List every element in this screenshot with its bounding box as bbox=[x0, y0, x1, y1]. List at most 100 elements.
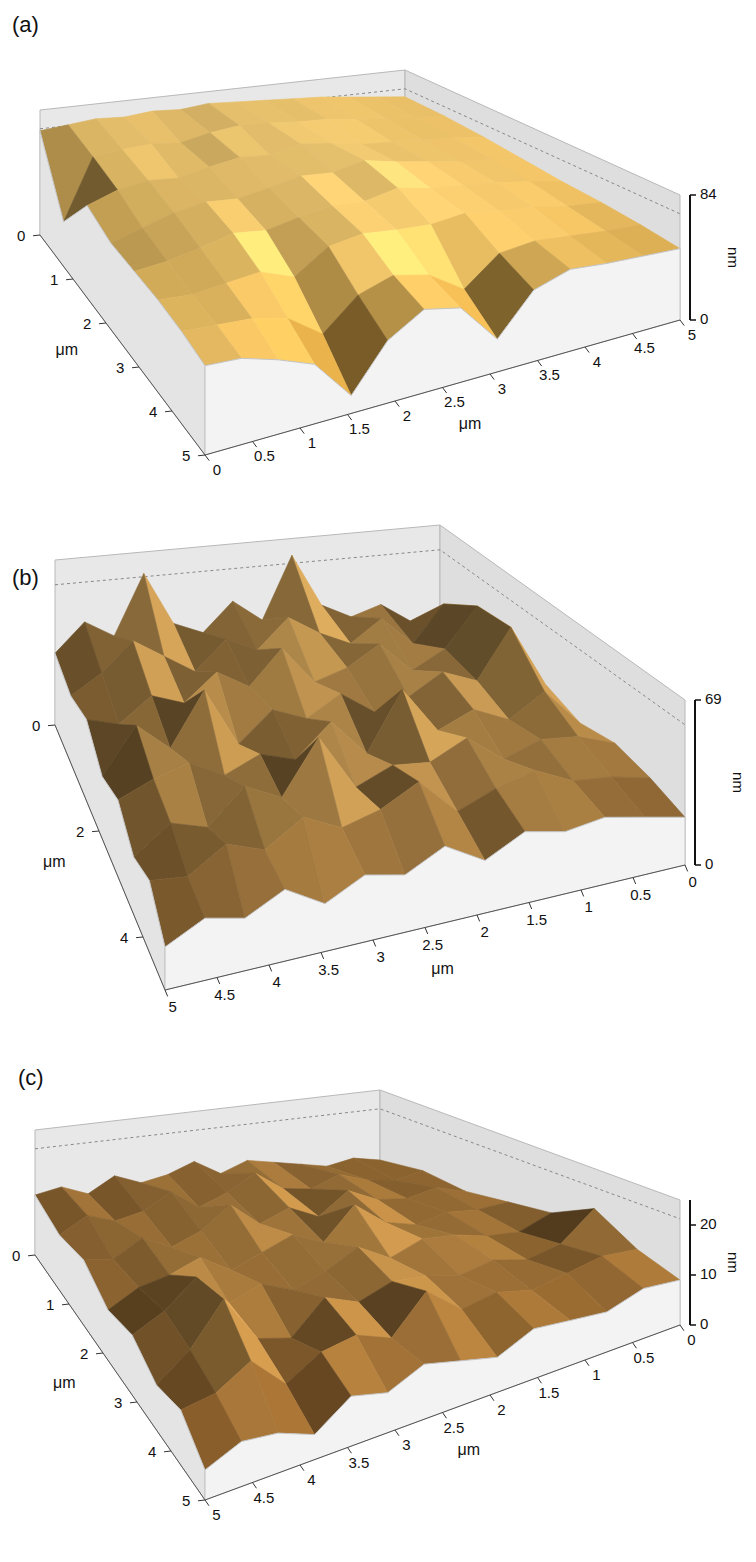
front-face bbox=[165, 817, 685, 990]
y-tick bbox=[62, 1304, 69, 1306]
x-tick bbox=[529, 903, 532, 909]
y-tick bbox=[33, 235, 40, 237]
x-tick bbox=[680, 320, 684, 326]
x-tick bbox=[300, 1465, 304, 1471]
x-tick bbox=[680, 1325, 684, 1331]
x-tick-label: 3.5 bbox=[318, 961, 339, 978]
x-tick-label: 2 bbox=[403, 407, 411, 424]
x-tick-label: 3 bbox=[498, 380, 506, 397]
x-tick-label: 1 bbox=[308, 434, 316, 451]
x-tick bbox=[395, 401, 399, 407]
y-tick bbox=[99, 323, 106, 325]
z-tick bbox=[690, 194, 696, 196]
y-tick bbox=[66, 279, 73, 281]
x-tick bbox=[585, 347, 589, 353]
z-tick bbox=[690, 1324, 696, 1326]
x-tick bbox=[348, 415, 352, 421]
panel: 00.511.522.533.544.55μm024μm069nm(b) bbox=[12, 525, 747, 1015]
y-tick bbox=[92, 831, 99, 833]
x-axis-title: μm bbox=[431, 960, 454, 977]
x-tick bbox=[633, 1343, 637, 1349]
x-tick bbox=[490, 374, 494, 380]
x-tick-label: 2.5 bbox=[422, 936, 443, 953]
base-edge bbox=[55, 725, 685, 990]
side-face bbox=[35, 1195, 205, 1500]
side-wall bbox=[440, 525, 685, 865]
x-tick-label: 0.5 bbox=[254, 447, 275, 464]
x-tick bbox=[443, 1413, 447, 1419]
y-tick bbox=[132, 367, 139, 369]
z-tick-label: 20 bbox=[700, 1215, 717, 1232]
x-tick bbox=[253, 442, 257, 448]
x-tick bbox=[205, 1500, 209, 1506]
y-tick-label: 2 bbox=[76, 823, 84, 840]
base-edge bbox=[40, 235, 680, 455]
x-tick bbox=[165, 990, 168, 996]
front-face bbox=[205, 1280, 680, 1500]
surface-cell bbox=[367, 689, 430, 765]
y-tick bbox=[164, 1451, 171, 1453]
panel-label: (a) bbox=[12, 12, 39, 37]
x-tick-label: 4.5 bbox=[214, 986, 235, 1003]
panel: 00.511.522.533.544.55μm012345μm084nm(a) bbox=[12, 12, 742, 478]
z-tick-label: 0 bbox=[705, 855, 713, 872]
x-tick bbox=[321, 953, 324, 959]
x-tick bbox=[217, 978, 220, 984]
z-tick-label: 84 bbox=[700, 185, 717, 202]
x-tick bbox=[300, 428, 304, 434]
side-face bbox=[40, 131, 205, 455]
y-tick bbox=[130, 1402, 137, 1404]
z-tick bbox=[690, 1274, 696, 1276]
z-tick bbox=[695, 699, 701, 701]
z-tick-label: 0 bbox=[700, 1315, 708, 1332]
y-tick-label: 1 bbox=[50, 271, 58, 288]
z-tick-label: 10 bbox=[700, 1265, 717, 1282]
x-tick bbox=[253, 1483, 257, 1489]
z-tick bbox=[695, 864, 701, 866]
x-tick bbox=[395, 1430, 399, 1436]
x-tick bbox=[477, 915, 480, 921]
y-tick-label: 0 bbox=[32, 717, 40, 734]
y-tick-label: 4 bbox=[148, 1443, 156, 1460]
x-tick bbox=[685, 865, 688, 871]
x-tick bbox=[633, 878, 636, 884]
x-tick-label: 4 bbox=[272, 973, 280, 990]
y-tick bbox=[198, 455, 205, 457]
y-tick-label: 0 bbox=[12, 1247, 20, 1264]
y-tick-label: 2 bbox=[83, 315, 91, 332]
x-tick-label: 2 bbox=[497, 1401, 505, 1418]
x-tick-label: 0 bbox=[688, 873, 696, 890]
x-tick bbox=[373, 940, 376, 946]
z-axis bbox=[689, 1200, 691, 1325]
y-tick bbox=[165, 411, 172, 413]
x-tick bbox=[585, 1360, 589, 1366]
x-tick-label: 4 bbox=[593, 353, 601, 370]
y-tick-label: 5 bbox=[182, 1492, 190, 1509]
x-axis-title: μm bbox=[457, 1441, 480, 1458]
z-tick bbox=[690, 319, 696, 321]
z-axis bbox=[689, 195, 691, 320]
x-axis-title: μm bbox=[459, 415, 482, 432]
walls bbox=[55, 525, 685, 865]
z-axis-title: nm bbox=[725, 1252, 742, 1273]
panel-label: (c) bbox=[18, 1065, 44, 1090]
z-axis bbox=[694, 700, 696, 865]
z-tick bbox=[690, 1224, 696, 1226]
y-tick bbox=[28, 1255, 35, 1257]
x-tick-label: 5 bbox=[212, 1506, 220, 1523]
base-edge bbox=[35, 1255, 680, 1500]
x-tick-label: 2 bbox=[480, 923, 488, 940]
z-axis-title: nm bbox=[725, 247, 742, 268]
y-tick bbox=[136, 937, 143, 939]
x-tick-label: 4.5 bbox=[253, 1489, 274, 1506]
x-tick bbox=[443, 388, 447, 394]
x-tick bbox=[538, 361, 542, 367]
z-tick-label: 69 bbox=[705, 690, 722, 707]
y-tick bbox=[48, 725, 55, 727]
x-tick-label: 5 bbox=[688, 326, 696, 343]
y-tick bbox=[198, 1500, 205, 1502]
x-tick-label: 3.5 bbox=[348, 1454, 369, 1471]
figure: 00.511.522.533.544.55μm012345μm084nm(a)0… bbox=[0, 0, 756, 1562]
x-tick bbox=[633, 334, 637, 340]
walls bbox=[35, 1090, 680, 1325]
